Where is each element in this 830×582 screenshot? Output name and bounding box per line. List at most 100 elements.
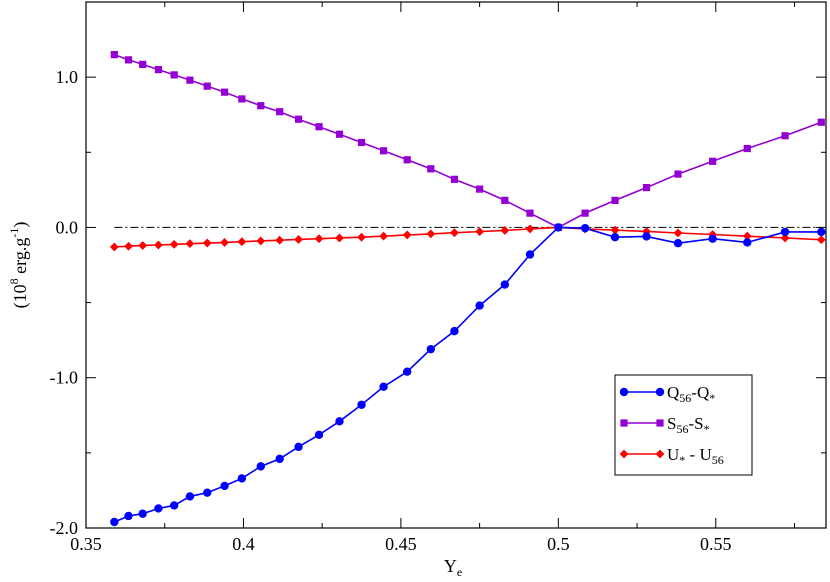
data-point bbox=[781, 132, 789, 140]
data-point bbox=[379, 147, 388, 155]
data-point bbox=[610, 232, 620, 242]
data-point bbox=[426, 344, 436, 354]
data-point bbox=[335, 417, 344, 426]
data-point bbox=[642, 232, 651, 241]
data-point bbox=[476, 185, 484, 193]
x-tick-label: 0.4 bbox=[232, 534, 255, 554]
data-point bbox=[780, 233, 790, 243]
plot-frame bbox=[85, 1, 827, 529]
data-point bbox=[426, 229, 436, 239]
x-tick-label: 0.45 bbox=[385, 534, 417, 554]
data-point bbox=[450, 326, 459, 336]
data-point bbox=[673, 228, 683, 238]
data-point bbox=[237, 237, 247, 247]
data-point bbox=[357, 138, 366, 147]
legend-entry: U* - U56 bbox=[619, 445, 724, 467]
data-point bbox=[379, 231, 388, 241]
data-point bbox=[185, 239, 195, 249]
data-point bbox=[294, 442, 303, 452]
y-axis-title: (108 erg.g-1) bbox=[7, 222, 31, 309]
legend-label: Q56-Q* bbox=[667, 383, 715, 405]
data-point bbox=[220, 238, 229, 247]
data-point bbox=[138, 241, 148, 250]
data-point bbox=[257, 102, 265, 110]
y-axis-title-unit-exp: -1 bbox=[7, 228, 21, 238]
data-point bbox=[816, 235, 826, 245]
data-point bbox=[203, 82, 211, 90]
data-point bbox=[154, 66, 163, 74]
data-point bbox=[743, 238, 752, 247]
data-point bbox=[357, 400, 366, 409]
y-axis-title-exp: 8 bbox=[7, 278, 21, 284]
data-point bbox=[275, 454, 284, 464]
legend-marker bbox=[619, 387, 629, 397]
legend-label: S56-S* bbox=[667, 414, 710, 436]
data-point bbox=[500, 226, 510, 235]
data-point bbox=[186, 76, 194, 84]
y-axis-title-unit: erg.g bbox=[10, 238, 30, 279]
data-point bbox=[185, 492, 195, 501]
data-point bbox=[642, 184, 651, 192]
data-point bbox=[525, 224, 535, 234]
legend-entry: Q56-Q* bbox=[619, 383, 715, 405]
data-point bbox=[402, 230, 412, 240]
y-axis-title-open: (10 bbox=[10, 284, 31, 308]
data-point bbox=[335, 233, 344, 243]
data-point bbox=[674, 170, 682, 178]
x-axis-title-sub: e bbox=[457, 565, 462, 579]
data-point bbox=[357, 232, 366, 242]
data-point bbox=[154, 240, 163, 250]
data-point bbox=[139, 60, 147, 68]
data-point bbox=[256, 236, 266, 246]
data-point bbox=[110, 51, 118, 59]
data-point bbox=[138, 509, 147, 518]
data-point bbox=[673, 239, 683, 248]
x-tick-label: 0.55 bbox=[700, 534, 732, 554]
data-point bbox=[169, 501, 179, 510]
x-tick-label: 0.5 bbox=[547, 534, 570, 554]
series-1 bbox=[110, 51, 825, 232]
legend-marker bbox=[620, 419, 628, 427]
data-point bbox=[611, 196, 619, 204]
data-point bbox=[450, 175, 459, 183]
data-point bbox=[256, 462, 265, 471]
x-axis-title-main: Y bbox=[444, 556, 457, 576]
data-point bbox=[315, 123, 323, 131]
data-point bbox=[110, 517, 119, 527]
data-point bbox=[335, 130, 344, 138]
data-point bbox=[817, 227, 826, 237]
data-point bbox=[169, 240, 179, 249]
data-point bbox=[708, 234, 717, 243]
legend-entry: S56-S* bbox=[620, 414, 710, 436]
legend: Q56-Q* S56-S* U* - U56 bbox=[614, 374, 753, 476]
y-tick-label: 0.0 bbox=[56, 217, 79, 237]
data-point bbox=[475, 301, 484, 310]
data-point bbox=[379, 382, 388, 391]
y-tick-label: -2.0 bbox=[50, 518, 79, 538]
legend-marker bbox=[655, 449, 665, 459]
data-point bbox=[294, 115, 303, 123]
data-point bbox=[220, 481, 229, 491]
data-point bbox=[220, 88, 229, 96]
data-point bbox=[450, 228, 459, 238]
axes: 0.35 0.4 0.45 0.5 0.55 -2.0 -1.0 0.0 1.0 bbox=[50, 1, 827, 554]
data-point bbox=[475, 227, 485, 237]
data-point bbox=[780, 227, 790, 237]
data-point bbox=[581, 209, 589, 217]
data-point bbox=[427, 165, 435, 173]
data-point bbox=[124, 56, 133, 64]
data-point bbox=[170, 71, 178, 79]
data-point bbox=[314, 430, 324, 440]
y-tick-label: -1.0 bbox=[50, 368, 79, 388]
data-point bbox=[500, 280, 510, 289]
data-point bbox=[403, 156, 411, 164]
data-point bbox=[501, 196, 509, 204]
series-0 bbox=[110, 223, 826, 527]
data-point bbox=[275, 235, 285, 245]
data-point bbox=[743, 144, 751, 153]
data-point bbox=[817, 118, 825, 126]
data-point bbox=[742, 231, 752, 241]
legend-marker bbox=[655, 387, 665, 397]
data-point bbox=[109, 242, 119, 252]
